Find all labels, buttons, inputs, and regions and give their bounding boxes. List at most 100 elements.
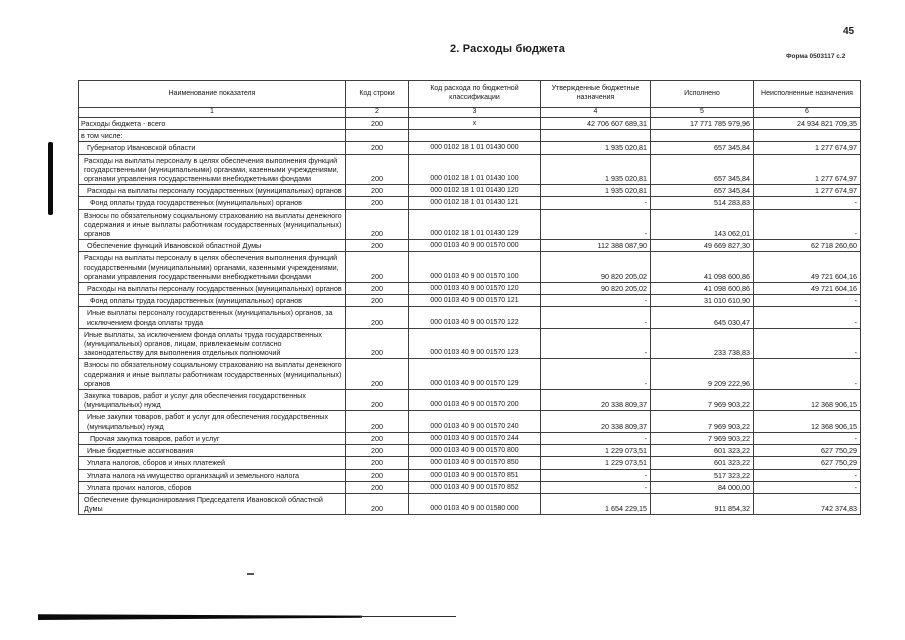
executed-value-cell: 49 669 827,30 bbox=[650, 239, 754, 253]
line-code-cell: 200 bbox=[345, 282, 409, 296]
executed-value-cell: 143 062,01 bbox=[650, 208, 754, 241]
classification-code-cell: 000 0103 40 9 00 01570 129 bbox=[408, 358, 541, 391]
classification-code-cell: 000 0103 40 9 00 01570 000 bbox=[408, 239, 541, 253]
unexecuted-value-cell: - bbox=[753, 306, 861, 329]
approved-value-cell: 20 338 809,37 bbox=[540, 410, 651, 433]
line-code-cell: 200 bbox=[345, 306, 409, 329]
approved-value-cell: - bbox=[540, 196, 651, 210]
classification-code-cell: 000 0103 40 9 00 01570 100 bbox=[408, 251, 541, 284]
col-num-1: 1 bbox=[78, 107, 346, 118]
executed-value-cell bbox=[650, 129, 754, 143]
page-number: 45 bbox=[843, 26, 855, 37]
line-code-cell: 200 bbox=[345, 116, 409, 131]
line-code-cell: 200 bbox=[345, 141, 409, 155]
classification-code-cell: 000 0102 18 1 01 01430 129 bbox=[408, 208, 541, 241]
unexecuted-value-cell: - bbox=[753, 480, 861, 494]
unexecuted-value-cell: - bbox=[753, 431, 861, 446]
col-num-3: 3 bbox=[408, 107, 541, 118]
classification-code-cell: 000 0102 18 1 01 01430 100 bbox=[408, 153, 541, 186]
unexecuted-value-cell: 1 277 674,97 bbox=[753, 141, 861, 155]
line-code-cell: 200 bbox=[345, 480, 409, 494]
approved-value-cell: 1 935 020,81 bbox=[540, 153, 651, 186]
column-number-row: 1 2 3 4 5 6 bbox=[78, 107, 861, 118]
table-row: Фонд оплаты труда государственных (муниц… bbox=[78, 294, 861, 308]
unexecuted-value-cell: 62 718 260,60 bbox=[753, 239, 861, 253]
executed-value-cell: 657 345,84 bbox=[650, 153, 754, 186]
executed-value-cell: 17 771 785 979,96 bbox=[650, 116, 754, 131]
scan-artifact-dash bbox=[247, 573, 254, 575]
table-row: Взносы по обязательному социальному стра… bbox=[78, 208, 861, 241]
executed-value-cell: 657 345,84 bbox=[650, 141, 754, 155]
col-header-indicator: Наименование показателя bbox=[78, 80, 346, 108]
executed-value-cell: 41 098 600,86 bbox=[650, 282, 754, 296]
indicator-name-cell: Расходы на выплаты персоналу государстве… bbox=[78, 184, 346, 198]
table-row: Иные бюджетные ассигнования 200 000 0103 4… bbox=[78, 444, 861, 458]
executed-value-cell: 517 323,22 bbox=[650, 468, 754, 482]
unexecuted-value-cell: 12 368 906,15 bbox=[753, 389, 861, 412]
indicator-name-cell: Обеспечение функций Ивановской областной… bbox=[78, 239, 346, 253]
col-header-unexecuted: Неисполненные назначения bbox=[753, 80, 861, 108]
executed-value-cell: 31 010 610,90 bbox=[650, 294, 754, 308]
table-row: Иные закупки товаров, работ и услуг для … bbox=[78, 410, 861, 433]
indicator-name-cell: Взносы по обязательному социальному стра… bbox=[78, 358, 346, 391]
unexecuted-value-cell: 627 750,29 bbox=[753, 444, 861, 458]
unexecuted-value-cell: - bbox=[753, 294, 861, 308]
line-code-cell: 200 bbox=[345, 294, 409, 308]
col-num-5: 5 bbox=[650, 107, 754, 118]
unexecuted-value-cell: 24 934 821 709,35 bbox=[753, 116, 861, 131]
indicator-name-cell: Расходы бюджета - всего bbox=[78, 116, 346, 131]
line-code-cell: 200 bbox=[345, 153, 409, 186]
table-row: Расходы бюджета - всего 200 х 42 706 607 68… bbox=[78, 116, 861, 131]
approved-value-cell: - bbox=[540, 294, 651, 308]
unexecuted-value-cell: - bbox=[753, 468, 861, 482]
unexecuted-value-cell: 49 721 604,16 bbox=[753, 251, 861, 284]
line-code-cell: 200 bbox=[345, 468, 409, 482]
classification-code-cell: 000 0103 40 9 00 01570 244 bbox=[408, 431, 541, 446]
budget-expenditures-table: Наименование показателя Код строки Код р… bbox=[78, 80, 861, 516]
col-header-approved: Утвержденные бюджетные назначения bbox=[540, 80, 651, 108]
table-row: Иные выплаты, за исключением фонда оплат… bbox=[78, 327, 861, 360]
col-header-classification-code: Код расхода по бюджетной классификации bbox=[408, 80, 541, 108]
unexecuted-value-cell: - bbox=[753, 196, 861, 210]
executed-value-cell: 7 969 903,22 bbox=[650, 431, 754, 446]
executed-value-cell: 645 030,47 bbox=[650, 306, 754, 329]
approved-value-cell: 1 229 073,51 bbox=[540, 456, 651, 470]
line-code-cell: 200 bbox=[345, 389, 409, 412]
table-body: Расходы бюджета - всего 200 х 42 706 607 68… bbox=[78, 116, 861, 516]
approved-value-cell: 1 654 229,15 bbox=[540, 492, 651, 516]
unexecuted-value-cell: 12 368 906,15 bbox=[753, 410, 861, 433]
line-code-cell: 200 bbox=[345, 208, 409, 241]
classification-code-cell: 000 0103 40 9 00 01570 121 bbox=[408, 294, 541, 308]
col-num-6: 6 bbox=[753, 107, 861, 118]
indicator-name-cell: Уплата прочих налогов, сборов bbox=[78, 480, 346, 494]
indicator-name-cell: Губернатор Ивановской области bbox=[78, 141, 346, 155]
indicator-name-cell: Взносы по обязательному социальному стра… bbox=[78, 208, 346, 241]
classification-code-cell: 000 0102 18 1 01 01430 120 bbox=[408, 184, 541, 198]
unexecuted-value-cell: - bbox=[753, 358, 861, 391]
line-code-cell: 200 bbox=[345, 431, 409, 446]
approved-value-cell: 90 820 205,02 bbox=[540, 282, 651, 296]
classification-code-cell: 000 0103 40 9 00 01580 000 bbox=[408, 492, 541, 516]
approved-value-cell: - bbox=[540, 468, 651, 482]
executed-value-cell: 41 098 600,86 bbox=[650, 251, 754, 284]
indicator-name-cell: Уплата налога на имущество организаций и… bbox=[78, 468, 346, 482]
indicator-name-cell: Иные бюджетные ассигнования bbox=[78, 444, 346, 458]
line-code-cell: 200 bbox=[345, 251, 409, 284]
indicator-name-cell: Уплата налогов, сборов и иных платежей bbox=[78, 456, 346, 470]
line-code-cell: 200 bbox=[345, 444, 409, 458]
table-row: Обеспечение функций Ивановской областной… bbox=[78, 239, 861, 253]
executed-value-cell: 7 969 903,22 bbox=[650, 410, 754, 433]
indicator-name-cell: Расходы на выплаты персоналу государстве… bbox=[78, 282, 346, 296]
line-code-cell: 200 bbox=[345, 184, 409, 198]
approved-value-cell: - bbox=[540, 480, 651, 494]
scan-artifact-bottom-tail bbox=[360, 615, 456, 617]
executed-value-cell: 911 854,32 bbox=[650, 492, 754, 516]
unexecuted-value-cell: 1 277 674,97 bbox=[753, 184, 861, 198]
approved-value-cell: - bbox=[540, 358, 651, 391]
table-row: Фонд оплаты труда государственных (муниц… bbox=[78, 196, 861, 210]
indicator-name-cell: Прочая закупка товаров, работ и услуг bbox=[78, 431, 346, 446]
classification-code-cell: 000 0102 18 1 01 01430 000 bbox=[408, 141, 541, 155]
classification-code-cell: 000 0103 40 9 00 01570 852 bbox=[408, 480, 541, 494]
unexecuted-value-cell bbox=[753, 129, 861, 143]
approved-value-cell: 1 935 020,81 bbox=[540, 141, 651, 155]
